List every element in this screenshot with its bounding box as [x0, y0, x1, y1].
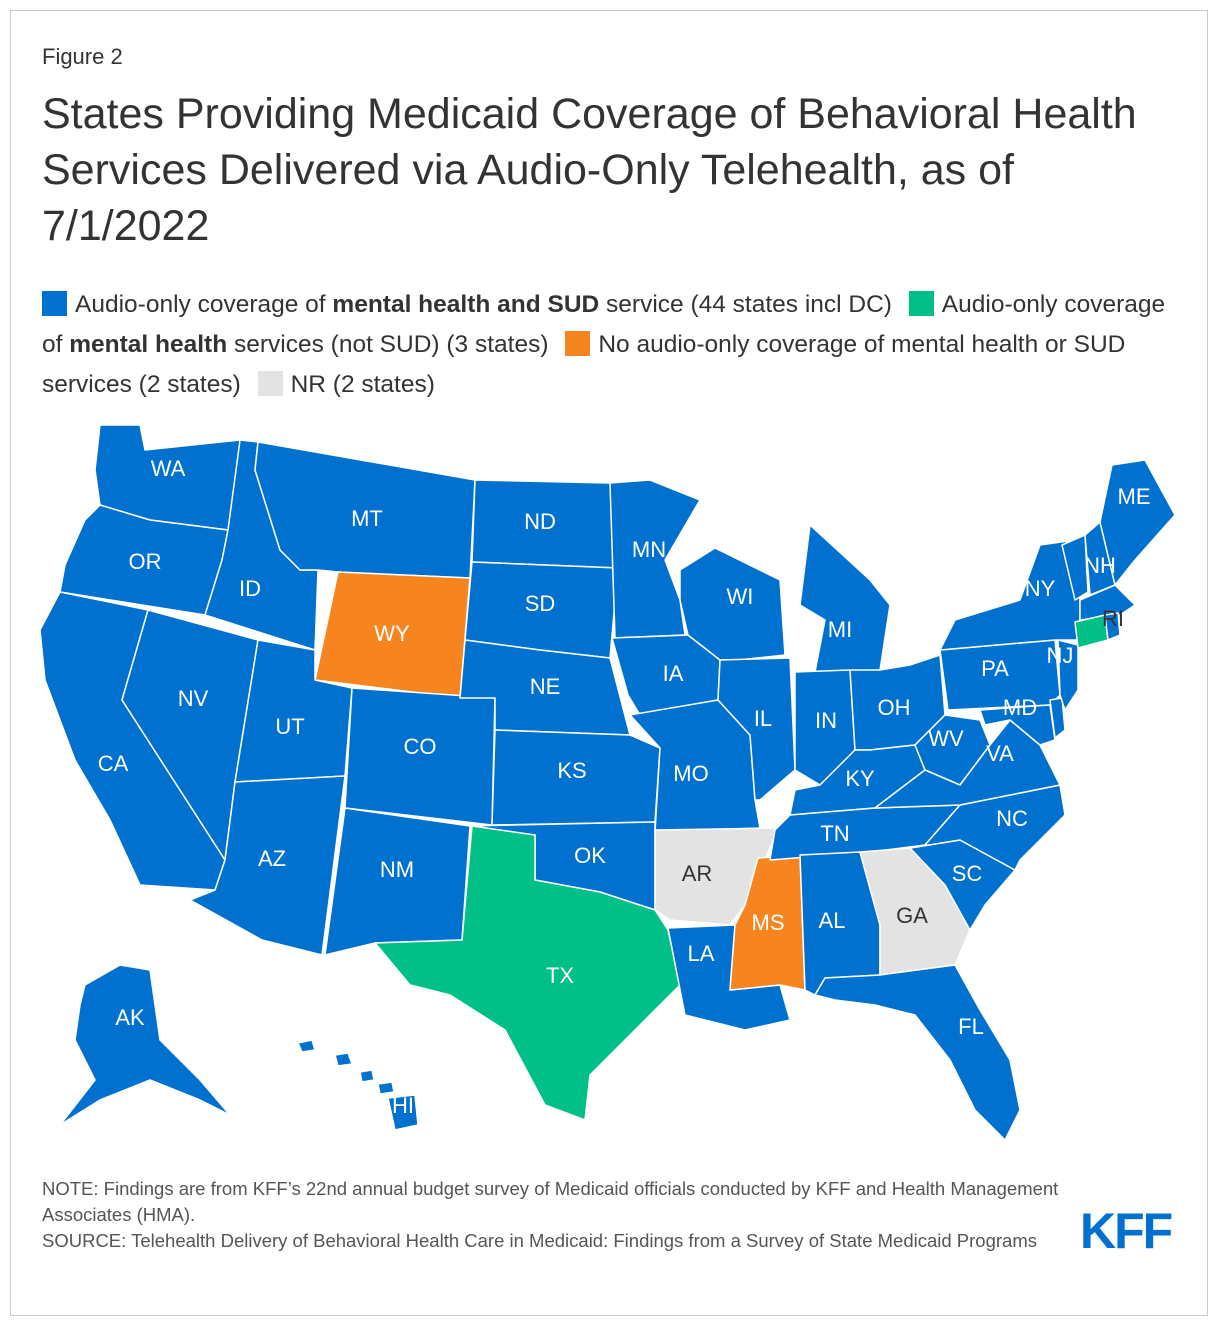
label-la: LA	[688, 941, 715, 966]
label-wv: WV	[928, 726, 964, 751]
state-ri[interactable]	[1104, 612, 1121, 641]
label-mn: MN	[632, 537, 666, 562]
legend-swatch-nr	[257, 371, 283, 396]
label-in: IN	[815, 708, 837, 733]
label-nj: NJ	[1047, 643, 1074, 668]
label-pa: PA	[981, 656, 1009, 681]
figure-label: Figure 2	[42, 44, 123, 69]
label-ri: RI	[1102, 606, 1124, 631]
legend: Audio-only coverage of mental health and…	[42, 285, 1172, 405]
state-tx[interactable]	[374, 825, 681, 1121]
label-al: AL	[819, 908, 846, 933]
state-nj[interactable]	[1057, 639, 1079, 711]
label-sc: SC	[952, 861, 983, 886]
label-ky: KY	[845, 766, 875, 791]
label-nc: NC	[996, 806, 1028, 831]
label-co: CO	[404, 734, 437, 759]
state-il[interactable]	[717, 657, 796, 801]
state-ny[interactable]	[939, 539, 1081, 651]
label-tx: TX	[546, 963, 574, 988]
label-nh: NH	[1084, 553, 1116, 578]
label-ga: GA	[896, 903, 928, 928]
legend-item-none: No audio-only coverage of mental health …	[42, 331, 1126, 398]
label-ms: MS	[752, 910, 785, 935]
figure-title: States Providing Medicaid Coverage of Be…	[42, 90, 1137, 250]
label-ar: AR	[682, 861, 713, 886]
label-ny: NY	[1025, 576, 1056, 601]
label-tn: TN	[820, 821, 849, 846]
state-de[interactable]	[1049, 697, 1066, 739]
label-ia: IA	[663, 661, 684, 686]
legend-item-mh-sud: Audio-only coverage of mental health and…	[42, 291, 892, 318]
label-nd: ND	[524, 509, 556, 534]
label-md: MD	[1003, 695, 1037, 720]
state-az[interactable]	[189, 775, 346, 956]
label-sd: SD	[525, 591, 556, 616]
label-ca: CA	[98, 751, 129, 776]
label-wy: WY	[374, 621, 410, 646]
label-ut: UT	[275, 714, 304, 739]
legend-swatch-mh-sud	[42, 291, 67, 316]
notes: NOTE: Findings are from KFF’s 22nd annua…	[42, 1176, 1062, 1254]
label-ok: OK	[574, 843, 606, 868]
note-text: NOTE: Findings are from KFF’s 22nd annua…	[42, 1178, 1059, 1225]
label-hi: HI	[392, 1093, 414, 1118]
label-az: AZ	[258, 846, 286, 871]
kff-logo: KFF	[1080, 1203, 1173, 1259]
state-fl[interactable]	[814, 964, 1021, 1141]
state-vt[interactable]	[1061, 534, 1089, 601]
label-fl: FL	[958, 1014, 984, 1039]
label-nm: NM	[380, 857, 414, 882]
label-mi: MI	[828, 617, 852, 642]
label-ks: KS	[557, 758, 586, 783]
label-wa: WA	[151, 456, 186, 481]
label-or: OR	[129, 549, 162, 574]
label-il: IL	[754, 706, 772, 731]
legend-swatch-mh-only	[908, 291, 934, 316]
label-ne: NE	[530, 674, 561, 699]
label-me: ME	[1118, 484, 1151, 509]
state-mi[interactable]	[799, 524, 891, 673]
label-mo: MO	[673, 761, 708, 786]
legend-swatch-none	[565, 331, 591, 356]
label-ak: AK	[115, 1005, 145, 1030]
legend-item-mh-only: Audio-only coverage of mental health ser…	[42, 291, 1166, 358]
label-mt: MT	[351, 506, 383, 531]
label-oh: OH	[878, 695, 911, 720]
legend-item-nr: NR (2 states)	[257, 371, 435, 398]
state-ma[interactable]	[1079, 584, 1136, 621]
label-nv: NV	[178, 686, 209, 711]
label-wi: WI	[727, 584, 754, 609]
source-text: SOURCE: Telehealth Delivery of Behaviora…	[42, 1230, 1037, 1251]
label-id: ID	[239, 576, 261, 601]
state-labels: WA OR CA ID NV MT WY UT AZ CO NM ND SD N…	[98, 456, 1151, 1118]
label-va: VA	[986, 741, 1014, 766]
state-ak[interactable]	[59, 964, 231, 1126]
state-me[interactable]	[1099, 459, 1176, 586]
state-hi[interactable]	[297, 1039, 419, 1131]
